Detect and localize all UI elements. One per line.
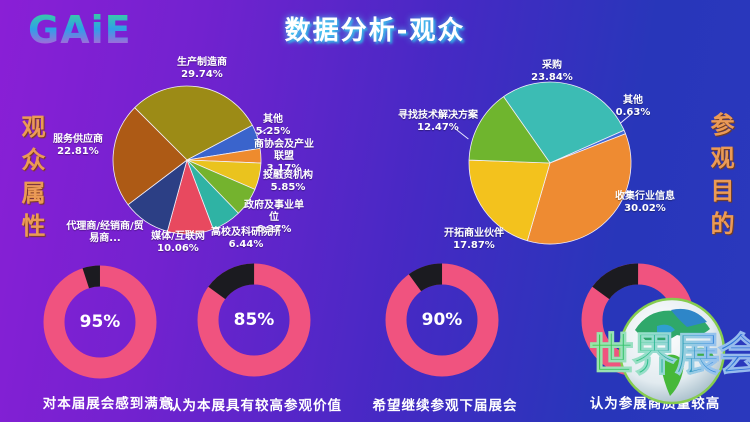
pie-slice — [503, 81, 625, 164]
pie-slice — [134, 85, 253, 161]
pie-chart-audience-attributes — [112, 85, 262, 235]
pie-slice-label: 开拓商业伙伴 17.87% — [444, 228, 504, 251]
pie-slice-label: 采购 23.84% — [531, 60, 573, 83]
pie-slice-label: 政府及事业单位 6.27% — [244, 200, 304, 235]
donut-percent: 95% — [79, 312, 121, 332]
pie-slice-label: 生产制造商 29.74% — [177, 57, 227, 80]
donut-ring — [43, 265, 157, 379]
donut-caption: 对本届展会感到满意 — [42, 396, 174, 412]
donut-percent: 90% — [421, 310, 463, 330]
donut-chart-satisfaction: 95% — [42, 264, 158, 380]
pie-slice-label: 寻找技术解决方案 12.47% — [398, 110, 478, 133]
pie-slice-label: 其他 0.63% — [615, 95, 651, 118]
watermark-text: 世界展会 — [588, 318, 750, 383]
pie-slice-label: 其他 5.25% — [255, 114, 291, 137]
pie-slice — [112, 107, 188, 206]
donut-caption: 认为本展具有较高参观价值 — [168, 398, 342, 414]
gaie-logo: GAiE — [28, 8, 132, 52]
donut-ring — [385, 263, 499, 377]
pie-slice — [526, 133, 632, 245]
pie-slice-label: 收集行业信息 30.02% — [615, 191, 675, 214]
pie-slice-label: 代理商/经销商/贸易商... — [66, 221, 144, 244]
donut-percent: 85% — [233, 310, 275, 330]
pie-slice — [468, 159, 551, 242]
globe-watermark-icon — [618, 297, 726, 405]
pie-slice-label: 投融资机构 5.85% — [263, 170, 313, 193]
pie-chart-visit-purpose — [468, 81, 632, 245]
pie-slice-label: 高校及科研院所 6.44% — [211, 227, 281, 250]
section-label-audience-attributes: 观众属性 — [17, 114, 45, 246]
pie-slice — [468, 96, 551, 164]
pie-slice-label: 商协会及产业联盟 3.17% — [254, 139, 314, 174]
donut-chart-visit-value: 85% — [196, 262, 312, 378]
pie-slice-label: 服务供应商 22.81% — [53, 134, 103, 157]
donut-ring — [197, 263, 311, 377]
donut-caption: 希望继续参观下届展会 — [372, 398, 518, 414]
pie-slice-label: 媒体/互联网 10.06% — [151, 231, 205, 254]
donut-chart-revisit: 90% — [384, 262, 500, 378]
section-label-visit-purpose: 参观目的 — [706, 112, 734, 244]
page-title: 数据分析-观众 — [284, 16, 466, 46]
